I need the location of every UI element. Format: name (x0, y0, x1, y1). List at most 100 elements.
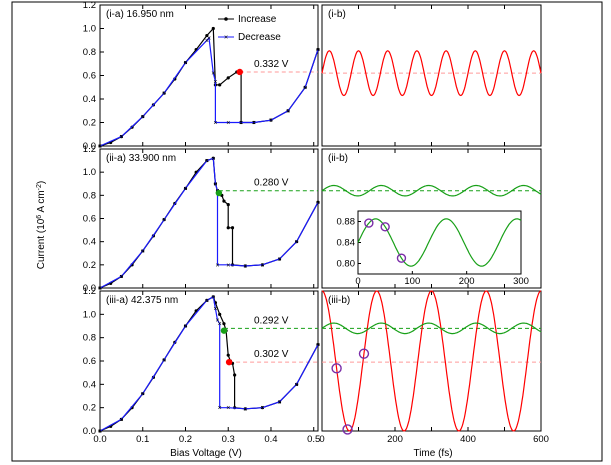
decrease-point: × (98, 286, 102, 293)
x-tick-label: 0.5 (307, 434, 320, 445)
highlight-point (225, 358, 233, 366)
panel-frame (99, 4, 319, 147)
increase-point (226, 203, 230, 207)
decrease-point: × (260, 262, 264, 269)
decrease-point: × (277, 257, 281, 264)
x-axis-label-time: Time (fs) (413, 448, 452, 459)
time-marker-ring (342, 424, 353, 435)
legend-decrease-label: Decrease (238, 32, 281, 43)
inset-marker-ring (364, 218, 374, 228)
y-tick-label: 0.6 (83, 356, 96, 367)
decrease-line (99, 295, 319, 432)
panel-frame (99, 290, 319, 432)
decrease-point: × (205, 158, 209, 165)
inset-oscillation (357, 218, 522, 267)
time-marker-ring (331, 363, 342, 374)
voltage-annotation: 0.302 V (254, 349, 289, 360)
panel-frame (99, 148, 319, 289)
figure-border (11, 1, 603, 462)
decrease-point: × (316, 47, 320, 54)
x-tick-label: 0.1 (136, 434, 149, 445)
decrease-point: × (211, 156, 215, 163)
decrease-point: × (260, 405, 264, 412)
increase-point (233, 373, 237, 377)
y-tick-label: 0.8 (83, 47, 96, 58)
x-tick-label: 0.2 (179, 434, 192, 445)
decrease-point: × (141, 248, 145, 255)
y-tick-label: 0.4 (83, 379, 96, 390)
x-tick-label: 0 (319, 434, 324, 445)
y-tick-label: 0.0 (83, 283, 96, 294)
decrease-point: × (213, 79, 217, 86)
decrease-point: × (277, 399, 281, 406)
decrease-point: × (141, 114, 145, 121)
decrease-point: × (213, 120, 217, 127)
increase-point (218, 312, 222, 316)
highlight-point (220, 327, 228, 334)
panel-title: (ii-a) 33.900 nm (106, 153, 176, 164)
highlight-point (215, 189, 223, 197)
inset-x-tick-label: 200 (459, 276, 475, 287)
panel-iii-a: 0.00.20.40.60.81.01.20.0 0.1 0.2 0.3 0.4 0.5(… (83, 286, 321, 445)
decrease-point: × (119, 134, 123, 141)
increase-point (222, 199, 226, 203)
decrease-point: × (205, 298, 209, 305)
increase-point (222, 322, 226, 326)
panel-i-a: 0.0 0.2 0.4 0.6 0.8 1.0 1.2 (i-a) 16.950 nm 0.33… (83, 0, 320, 152)
decrease-point: × (119, 274, 123, 281)
decrease-point: × (216, 318, 220, 325)
panel-iii-b: 0 200 400 600 (iii-b) (319, 290, 549, 445)
y-tick-label: 0.6 (83, 214, 96, 225)
time-marker-ring (358, 348, 370, 359)
inset-marker-ring (380, 222, 390, 232)
green-oscillation (321, 184, 542, 197)
y-tick-label: 0.2 (83, 403, 96, 414)
decrease-point: × (295, 239, 299, 246)
inset-x-tick-label: 100 (404, 276, 420, 287)
decrease-line (99, 157, 319, 289)
inset-y-tick-label: 0.84 (337, 238, 356, 249)
y-tick-label: 0.2 (83, 260, 96, 271)
red-oscillation (321, 290, 542, 432)
inset-y-tick-label: 0.88 (337, 217, 356, 228)
inset-x-tick-label: 0 (355, 276, 360, 287)
panel-i-b: (i-b) (321, 4, 542, 147)
panel-title: (i-a) 16.950 nm (106, 9, 174, 20)
panel-title: (ii-b) (328, 153, 348, 164)
y-axis-label: Current (106 A cm-2) (36, 181, 48, 270)
decrease-line (99, 36, 319, 147)
legend-increase-label: Increase (238, 14, 277, 25)
green-oscillation (321, 322, 542, 335)
decrease-point: × (243, 406, 247, 413)
increase-point (211, 26, 215, 31)
panel-frame (321, 290, 542, 432)
x-tick-label: 400 (460, 434, 476, 445)
voltage-annotation: 0.332 V (254, 59, 289, 70)
decrease-point: × (141, 391, 145, 398)
inset-frame (357, 210, 522, 275)
decrease-point: × (162, 357, 166, 364)
decrease-point: × (213, 306, 217, 313)
y-tick-label: 1.0 (83, 309, 96, 320)
y-tick-label: 0.2 (83, 118, 96, 129)
increase-point (218, 83, 222, 87)
panel-title: (i-b) (328, 9, 346, 20)
y-tick-label: 1.2 (83, 144, 96, 155)
y-tick-label: 0.4 (83, 237, 96, 248)
decrease-point: × (303, 85, 307, 92)
y-tick-label: 1.0 (83, 167, 96, 178)
increase-point (226, 226, 230, 230)
voltage-annotation: 0.280 V (254, 178, 289, 189)
inset-y-tick-label: 0.80 (337, 259, 356, 270)
increase-point (230, 226, 235, 230)
panel-frame (321, 4, 542, 147)
x-tick-label: 0.0 (93, 434, 106, 445)
highlight-point (236, 68, 243, 76)
y-tick-label: 1.0 (83, 24, 96, 35)
decrease-point: × (98, 144, 102, 151)
y-tick-label: 0.0 (83, 141, 96, 152)
decrease-point: × (252, 120, 256, 127)
decrease-point: × (316, 200, 320, 207)
decrease-point: × (218, 405, 222, 412)
decrease-point: × (226, 120, 230, 127)
